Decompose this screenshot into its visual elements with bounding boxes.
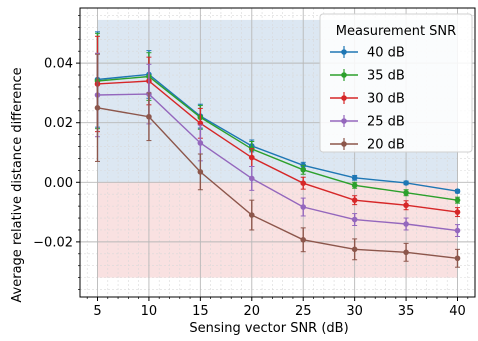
data-point [248, 154, 255, 161]
x-tick-label: 25 [295, 304, 312, 319]
data-point [403, 180, 409, 186]
data-point [403, 249, 409, 256]
data-point [403, 189, 409, 196]
legend-label: 30 dB [367, 92, 405, 107]
data-point [300, 236, 307, 243]
y-tick-label: 0.04 [44, 57, 73, 72]
data-point [351, 197, 358, 203]
series-line [97, 93, 458, 232]
legend-entry-35-db: 35 dB [330, 69, 405, 84]
x-tick-label: 5 [93, 304, 101, 319]
legend-marker [341, 49, 347, 55]
series-line [97, 80, 458, 213]
data-point [300, 180, 307, 186]
x-tick-label: 15 [192, 304, 209, 319]
series-20-db [94, 53, 461, 268]
data-point [351, 246, 358, 253]
x-tick-label: 40 [449, 304, 466, 319]
y-axis-label: Average relative distance difference [10, 67, 25, 302]
data-point [454, 188, 461, 195]
legend-label: 35 dB [367, 69, 405, 84]
data-point [351, 182, 358, 189]
data-point [454, 209, 461, 215]
series-group [94, 31, 461, 268]
y-tick-label: 0.00 [44, 176, 73, 191]
legend-marker [341, 95, 347, 101]
data-point [300, 204, 307, 210]
legend: Measurement SNR 40 dB 35 dB 30 dB 25 dB 20 d… [319, 13, 473, 153]
legend-entry-20-db: 20 dB [330, 138, 405, 153]
data-point [351, 216, 358, 223]
y-tick-label: −0.02 [33, 235, 73, 250]
data-point [300, 166, 307, 173]
data-point [351, 175, 358, 181]
data-point [403, 202, 409, 209]
data-point [454, 255, 461, 262]
data-point [248, 212, 255, 218]
legend-entry-40-db: 40 dB [330, 46, 405, 61]
x-tick-label: 20 [244, 304, 261, 319]
legend-items: 40 dB 35 dB 30 dB 25 dB 20 dB [330, 46, 405, 153]
legend-label: 20 dB [367, 138, 405, 153]
series-line [97, 107, 458, 259]
axes: 5 10 15 20 25 30 35 40 −0.02 0.00 0.02 0.04 [33, 7, 476, 319]
series-line [97, 73, 458, 192]
x-tick-label: 10 [141, 304, 158, 319]
x-axis-label: Sensing vector SNR (dB) [189, 321, 348, 336]
data-point [94, 105, 101, 111]
legend-label: 25 dB [367, 115, 405, 130]
x-tick-label: 30 [346, 304, 363, 319]
plot-frame [79, 7, 476, 298]
legend-marker [341, 141, 347, 147]
data-point [146, 113, 152, 120]
series-line [97, 75, 458, 201]
legend-box [319, 13, 473, 153]
legend-label: 40 dB [367, 46, 405, 61]
legend-entry-30-db: 30 dB [330, 92, 405, 107]
legend-entry-25-db: 25 dB [330, 115, 405, 130]
data-point [197, 169, 204, 175]
x-tick-label: 35 [398, 304, 415, 319]
y-tick-label: 0.02 [44, 116, 73, 131]
data-point [197, 140, 204, 146]
legend-marker [341, 118, 347, 124]
legend-marker [341, 72, 347, 78]
data-point [454, 227, 461, 234]
data-point [403, 221, 409, 227]
data-point [454, 197, 461, 203]
legend-title: Measurement SNR [336, 24, 456, 39]
data-point [248, 175, 255, 182]
